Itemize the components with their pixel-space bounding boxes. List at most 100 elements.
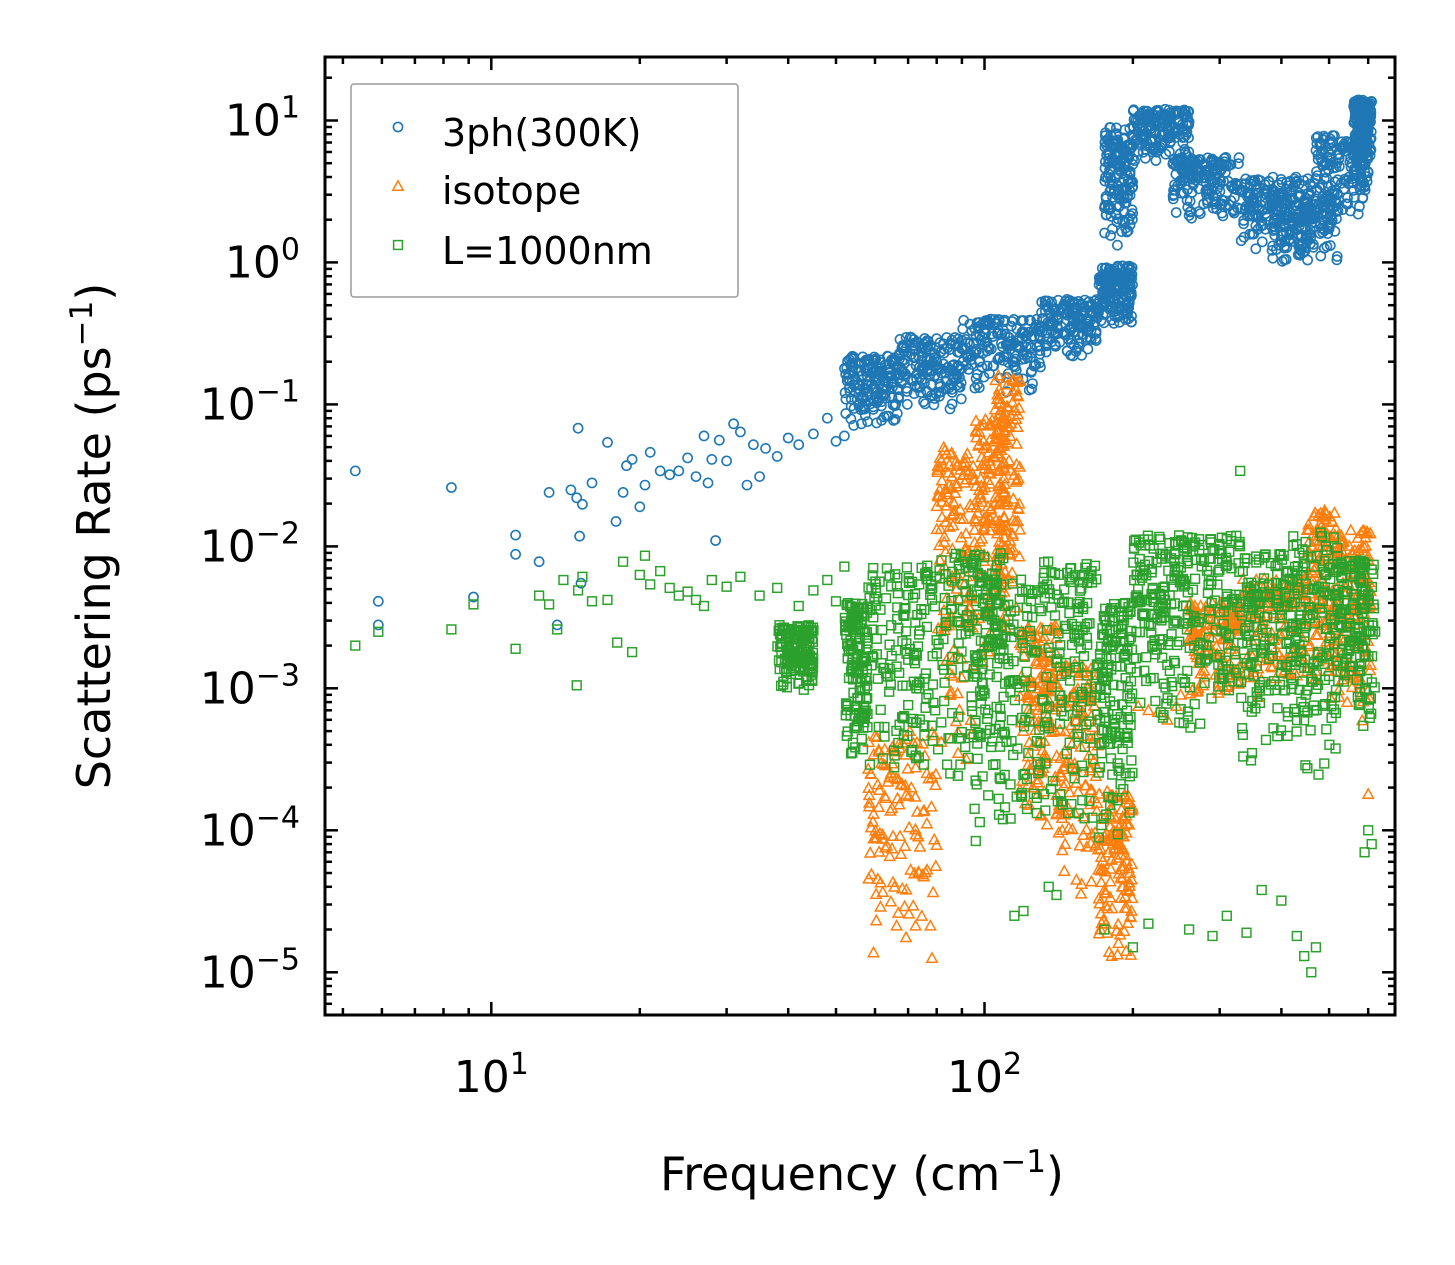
- point-3ph: [1315, 250, 1327, 262]
- point-3ph: [654, 465, 666, 477]
- point-3ph: [908, 375, 919, 386]
- point-3ph: [1346, 173, 1358, 185]
- point-3ph: [916, 347, 928, 359]
- point-isotope: [927, 728, 941, 741]
- point-3ph: [1303, 190, 1315, 202]
- point-3ph: [1047, 313, 1059, 325]
- point-3ph: [1240, 200, 1252, 212]
- point-3ph: [938, 343, 950, 355]
- point-3ph: [1304, 228, 1316, 240]
- point-3ph: [1132, 145, 1144, 157]
- point-3ph: [1112, 303, 1124, 315]
- point-3ph: [1290, 199, 1301, 211]
- point-boundary: [793, 600, 804, 612]
- point-3ph: [510, 548, 521, 560]
- point-boundary: [967, 706, 978, 717]
- point-boundary: [822, 574, 833, 586]
- point-3ph: [1083, 296, 1095, 308]
- point-3ph: [871, 397, 883, 409]
- point-3ph: [1276, 194, 1288, 206]
- point-3ph: [978, 371, 990, 383]
- point-3ph: [1047, 303, 1059, 315]
- point-3ph: [1111, 281, 1123, 293]
- point-3ph: [1111, 122, 1122, 134]
- point-boundary: [682, 586, 693, 597]
- point-3ph: [1063, 295, 1074, 307]
- point-3ph: [1114, 316, 1125, 328]
- point-3ph: [908, 340, 920, 351]
- point-3ph: [942, 362, 954, 373]
- point-3ph: [1278, 218, 1290, 229]
- point-isotope: [1361, 787, 1375, 799]
- point-3ph: [1093, 304, 1105, 316]
- point-boundary: [839, 561, 850, 572]
- point-boundary: [856, 733, 867, 744]
- point-isotope: [1040, 817, 1054, 830]
- point-3ph: [845, 413, 857, 425]
- point-boundary: [966, 691, 977, 702]
- point-3ph: [572, 422, 584, 434]
- point-3ph: [1252, 223, 1264, 235]
- point-boundary: [558, 574, 569, 586]
- point-3ph: [1035, 361, 1046, 373]
- point-boundary: [1089, 560, 1101, 571]
- point-3ph: [644, 446, 656, 458]
- point-boundary: [972, 753, 983, 764]
- point-3ph: [893, 391, 905, 402]
- point-3ph: [1331, 254, 1343, 266]
- point-3ph: [1233, 158, 1244, 170]
- point-3ph: [1116, 226, 1128, 238]
- point-3ph: [1066, 311, 1078, 323]
- series-3ph: [349, 94, 1377, 631]
- point-3ph: [901, 398, 913, 410]
- point-3ph: [1240, 178, 1252, 190]
- point-boundary: [533, 590, 545, 601]
- point-3ph: [1034, 345, 1046, 357]
- point-3ph: [981, 360, 993, 372]
- point-boundary: [1183, 924, 1195, 935]
- point-boundary: [1127, 767, 1138, 779]
- point-3ph: [839, 387, 851, 399]
- point-3ph: [349, 465, 361, 477]
- point-boundary: [612, 637, 623, 648]
- point-boundary: [655, 565, 666, 577]
- point-3ph: [940, 375, 952, 387]
- point-boundary: [1005, 779, 1016, 790]
- point-boundary: [1235, 465, 1246, 477]
- point-boundary: [510, 643, 521, 654]
- point-boundary: [901, 562, 913, 573]
- point-3ph: [887, 381, 898, 393]
- point-3ph: [882, 350, 893, 362]
- point-3ph: [889, 399, 901, 411]
- point-isotope: [869, 913, 883, 926]
- point-3ph: [1121, 169, 1133, 181]
- point-3ph: [981, 345, 993, 357]
- point-3ph: [1082, 343, 1094, 355]
- point-boundary: [970, 835, 981, 847]
- point-3ph: [1219, 156, 1230, 168]
- point-boundary: [929, 601, 941, 612]
- point-3ph: [1183, 209, 1195, 221]
- point-3ph: [1312, 170, 1323, 181]
- point-3ph: [1093, 279, 1105, 291]
- point-3ph: [1179, 143, 1191, 155]
- point-3ph: [1163, 119, 1175, 131]
- point-3ph: [1170, 109, 1181, 121]
- point-3ph: [808, 428, 819, 440]
- point-3ph: [1125, 291, 1137, 302]
- point-boundary: [1143, 918, 1154, 929]
- point-3ph: [1304, 238, 1316, 250]
- point-isotope: [1084, 874, 1098, 887]
- point-3ph: [982, 340, 994, 352]
- point-3ph: [1182, 111, 1193, 123]
- point-3ph: [1105, 288, 1117, 300]
- point-3ph: [1171, 126, 1182, 138]
- point-boundary: [936, 717, 947, 728]
- point-boundary: [1189, 573, 1201, 584]
- point-3ph: [1325, 210, 1336, 222]
- point-3ph: [1150, 155, 1162, 166]
- point-3ph: [862, 416, 873, 427]
- point-boundary: [1241, 927, 1252, 938]
- point-boundary: [830, 596, 842, 607]
- point-3ph: [1122, 225, 1134, 237]
